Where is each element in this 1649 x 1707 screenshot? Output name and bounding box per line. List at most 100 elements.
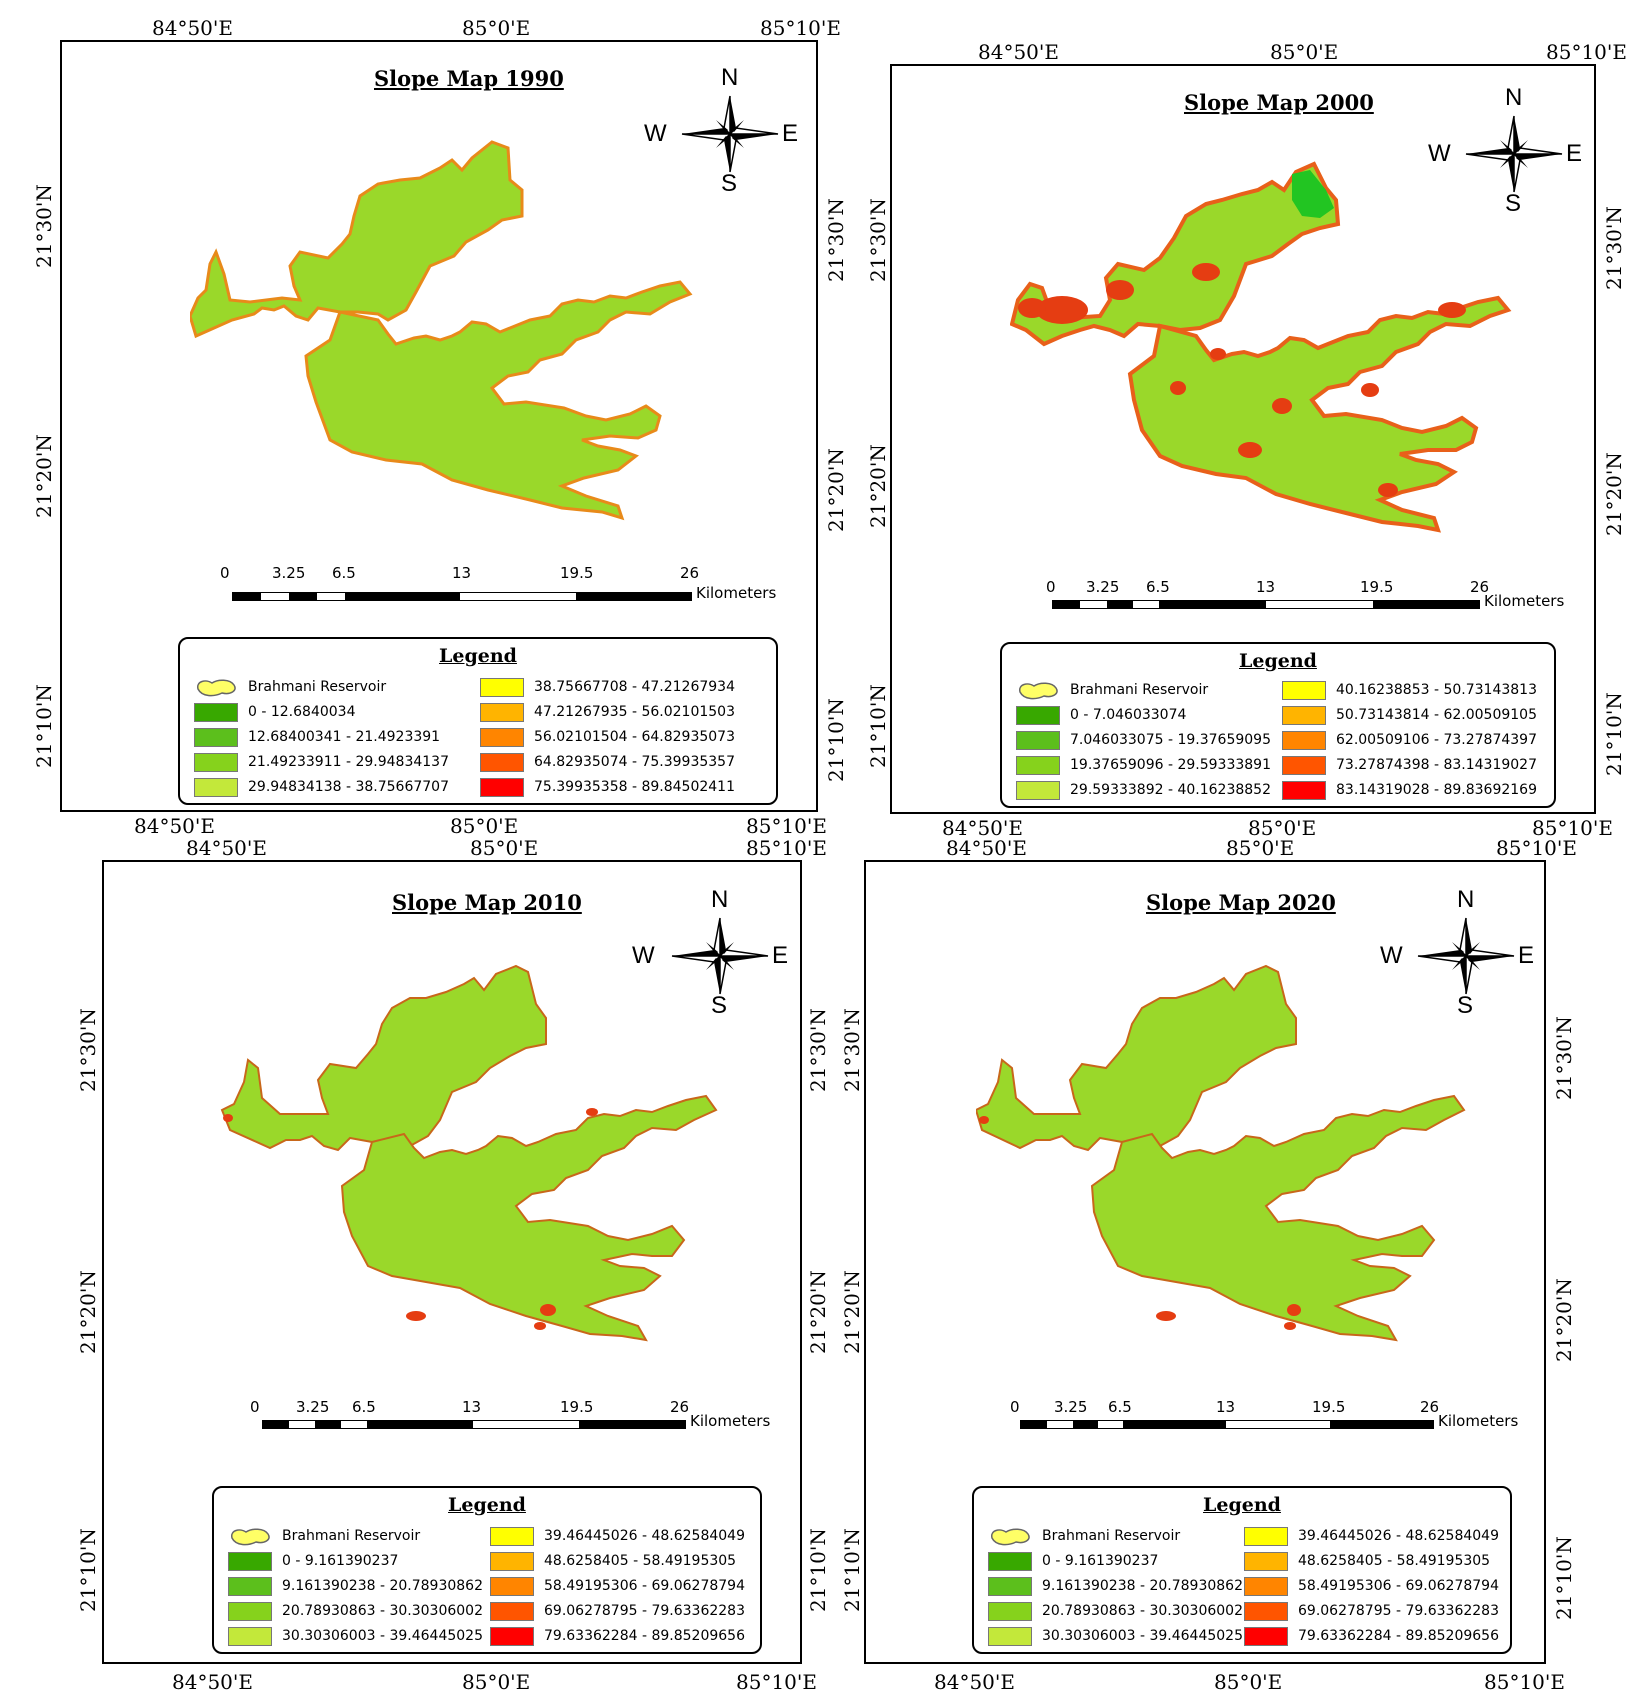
legend-class-label: 12.68400341 - 21.4923391 bbox=[248, 729, 441, 745]
lon-top-3: 85°10'E bbox=[1496, 836, 1577, 860]
lon-bottom-1: 84°50'E bbox=[172, 1670, 253, 1694]
legend-class-9: 75.39935358 - 89.84502411 bbox=[480, 777, 735, 797]
legend-class-5: 39.46445026 - 48.62584049 bbox=[490, 1526, 745, 1546]
scale-label-6-5: 6.5 bbox=[352, 1398, 376, 1416]
scale-label-0: 0 bbox=[1010, 1398, 1020, 1416]
legend-class-3: 20.78930863 - 30.30306002 bbox=[228, 1601, 483, 1621]
legend-swatch bbox=[480, 777, 524, 797]
legend-class-label: 73.27874398 - 83.14319027 bbox=[1336, 757, 1537, 773]
lat-right-1: 21°30'N bbox=[1602, 206, 1626, 290]
reservoir-symbol-icon bbox=[197, 679, 236, 697]
scale-label-3-25: 3.25 bbox=[272, 564, 306, 582]
legend-swatch bbox=[490, 1576, 534, 1596]
legend-class-8: 73.27874398 - 83.14319027 bbox=[1282, 755, 1537, 775]
scale-label-6-5: 6.5 bbox=[332, 564, 356, 582]
legend-swatch bbox=[490, 1526, 534, 1546]
legend-class-8: 69.06278795 - 79.63362283 bbox=[1244, 1601, 1499, 1621]
legend-class-6: 50.73143814 - 62.00509105 bbox=[1282, 705, 1537, 725]
legend-swatch bbox=[988, 1601, 1032, 1621]
lon-bottom-1: 84°50'E bbox=[934, 1670, 1015, 1694]
lon-bottom-2: 85°0'E bbox=[1248, 816, 1317, 840]
lat-left-1: 21°30'N bbox=[32, 184, 56, 268]
legend-swatch bbox=[194, 752, 238, 772]
legend-reservoir: Brahmani Reservoir bbox=[228, 1526, 420, 1546]
legend-swatch bbox=[988, 1576, 1032, 1596]
legend-class-7: 62.00509106 - 73.27874397 bbox=[1282, 730, 1537, 750]
legend-class-2: 9.161390238 - 20.78930862 bbox=[228, 1576, 483, 1596]
lat-left-3: 21°10'N bbox=[866, 684, 890, 768]
compass-north: N bbox=[1505, 84, 1523, 111]
legend-swatch bbox=[1244, 1601, 1288, 1621]
scale-label-3-25: 3.25 bbox=[1054, 1398, 1088, 1416]
legend-class-label: 38.75667708 - 47.21267934 bbox=[534, 679, 735, 695]
scale-label-26: 26 bbox=[680, 564, 700, 582]
legend-class-7: 58.49195306 - 69.06278794 bbox=[1244, 1576, 1499, 1596]
legend-swatch bbox=[1244, 1576, 1288, 1596]
legend-swatch bbox=[490, 1626, 534, 1646]
legend-class-9: 79.63362284 - 89.85209656 bbox=[490, 1626, 745, 1646]
legend-class-8: 64.82935074 - 75.39935357 bbox=[480, 752, 735, 772]
compass-west: W bbox=[644, 120, 667, 147]
north-arrow-icon bbox=[1417, 917, 1515, 995]
legend-class-label: 58.49195306 - 69.06278794 bbox=[544, 1578, 745, 1594]
legend-class-label: 47.21267935 - 56.02101503 bbox=[534, 704, 735, 720]
legend-class-label: 30.30306003 - 39.46445025 bbox=[282, 1628, 483, 1644]
legend-class-label: 79.63362284 - 89.85209656 bbox=[1298, 1628, 1499, 1644]
legend-class-label: 0 - 9.161390237 bbox=[1042, 1553, 1159, 1569]
legend-class-label: 75.39935358 - 89.84502411 bbox=[534, 779, 735, 795]
reservoir-symbol-icon bbox=[991, 1528, 1030, 1546]
scale-bar bbox=[1052, 600, 1480, 609]
legend-swatch bbox=[1282, 780, 1326, 800]
scale-label-6-5: 6.5 bbox=[1146, 578, 1170, 596]
legend-swatch bbox=[1244, 1526, 1288, 1546]
compass-south: S bbox=[1505, 190, 1522, 217]
legend-class-label: 48.6258405 - 58.49195305 bbox=[1298, 1553, 1491, 1569]
scale-bar bbox=[232, 592, 692, 601]
legend-swatch bbox=[1016, 705, 1060, 725]
compass-north: N bbox=[1457, 886, 1475, 913]
legend-box: Legend Brahmani Reservoir 0 - 7.04603307… bbox=[1000, 642, 1556, 808]
legend-class-label: 83.14319028 - 89.83692169 bbox=[1336, 782, 1537, 798]
scale-unit: Kilometers bbox=[1438, 1412, 1519, 1430]
legend-swatch bbox=[988, 1551, 1032, 1571]
legend-class-3: 19.37659096 - 29.59333891 bbox=[1016, 755, 1271, 775]
scale-unit: Kilometers bbox=[696, 584, 777, 602]
legend-title: Legend bbox=[448, 1494, 526, 1516]
legend-swatch bbox=[1016, 730, 1060, 750]
legend-class-label: 30.30306003 - 39.46445025 bbox=[1042, 1628, 1243, 1644]
scale-label-26: 26 bbox=[1470, 578, 1490, 596]
compass-north: N bbox=[721, 64, 739, 91]
legend-class-label: 7.046033075 - 19.37659095 bbox=[1070, 732, 1271, 748]
compass-rose: N S E W bbox=[630, 886, 790, 1022]
lon-bottom-2: 85°0'E bbox=[1214, 1670, 1283, 1694]
lon-bottom-2: 85°0'E bbox=[450, 814, 519, 838]
legend-class-6: 47.21267935 - 56.02101503 bbox=[480, 702, 735, 722]
reservoir-slope-map bbox=[976, 964, 1466, 1342]
map-title: Slope Map 1990 bbox=[374, 66, 564, 91]
scale-label-13: 13 bbox=[462, 1398, 482, 1416]
lon-top-2: 85°0'E bbox=[1270, 40, 1339, 64]
compass-east: E bbox=[1566, 140, 1583, 167]
legend-class-label: 56.02101504 - 64.82935073 bbox=[534, 729, 735, 745]
lon-top-2: 85°0'E bbox=[462, 16, 531, 40]
map-title: Slope Map 2010 bbox=[392, 890, 582, 915]
reservoir-slope-map bbox=[220, 964, 718, 1342]
compass-south: S bbox=[711, 992, 728, 1019]
lat-left-2: 21°20'N bbox=[76, 1270, 100, 1354]
legend-box: Legend Brahmani Reservoir 0 - 9.16139023… bbox=[212, 1486, 762, 1654]
legend-reservoir-label: Brahmani Reservoir bbox=[282, 1528, 421, 1544]
legend-class-4: 30.30306003 - 39.46445025 bbox=[228, 1626, 483, 1646]
legend-class-label: 58.49195306 - 69.06278794 bbox=[1298, 1578, 1499, 1594]
compass-west: W bbox=[1428, 140, 1451, 167]
legend-class-5: 38.75667708 - 47.21267934 bbox=[480, 677, 735, 697]
legend-swatch bbox=[480, 752, 524, 772]
lat-left-2: 21°20'N bbox=[840, 1270, 864, 1354]
legend-class-5: 40.16238853 - 50.73143813 bbox=[1282, 680, 1537, 700]
legend-class-label: 79.63362284 - 89.85209656 bbox=[544, 1628, 745, 1644]
lat-right-1: 21°30'N bbox=[824, 198, 848, 282]
legend-class-label: 9.161390238 - 20.78930862 bbox=[1042, 1578, 1243, 1594]
lat-left-3: 21°10'N bbox=[76, 1528, 100, 1612]
lat-right-1: 21°30'N bbox=[1552, 1016, 1576, 1100]
legend-class-2: 12.68400341 - 21.4923391 bbox=[194, 727, 440, 747]
legend-class-label: 0 - 12.6840034 bbox=[248, 704, 356, 720]
